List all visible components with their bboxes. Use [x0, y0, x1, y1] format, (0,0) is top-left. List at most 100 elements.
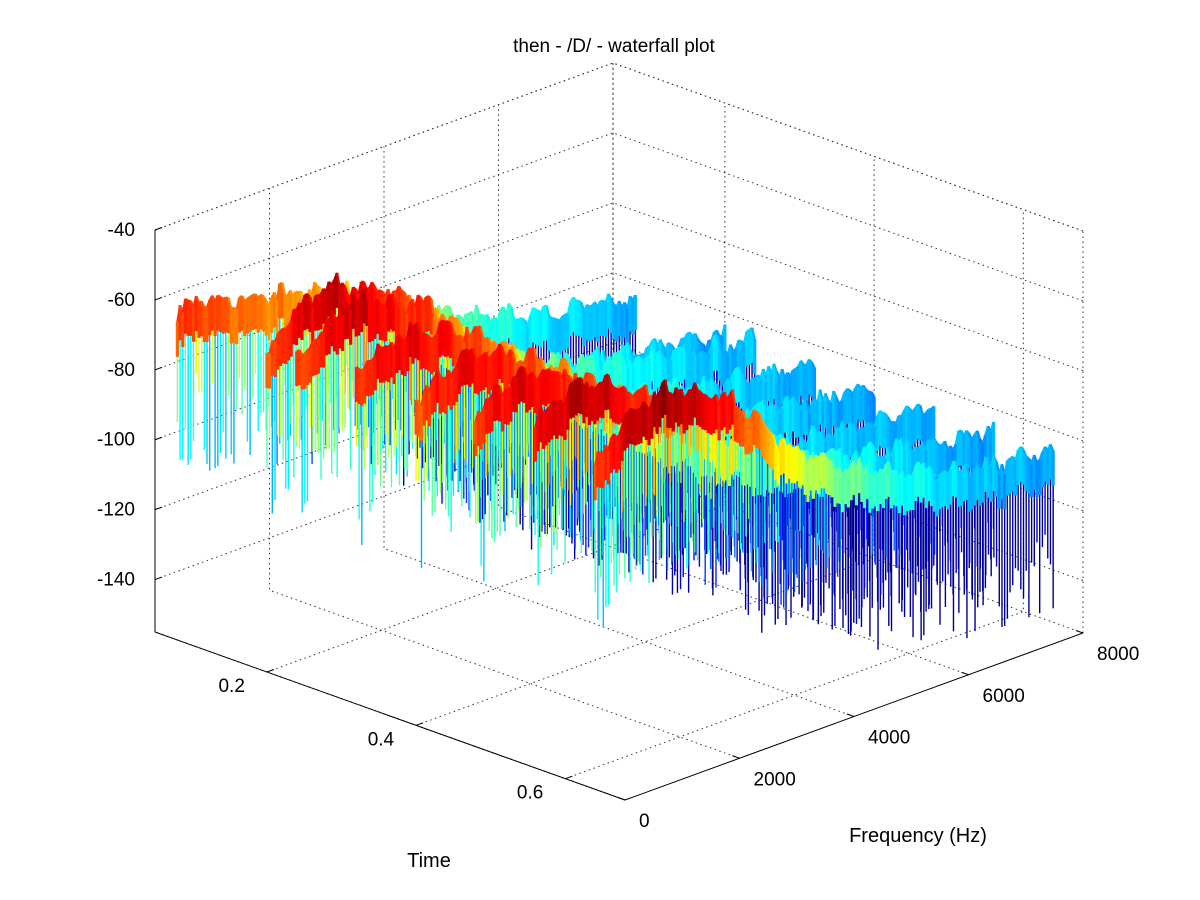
spectrum-ridge: [646, 345, 650, 349]
spectrum-ridge: [632, 357, 638, 368]
spectrum-ridge: [583, 304, 588, 312]
spectrum-ridge: [697, 338, 702, 344]
spectrum-ridge: [954, 430, 960, 445]
spectrum-ridge: [882, 463, 888, 474]
spectrum-ridge: [487, 354, 493, 360]
spectrum-ridge: [981, 434, 987, 444]
z-tick-label: -120: [97, 500, 135, 521]
spectrum-ridge: [474, 325, 479, 329]
spectrum-ridge: [513, 318, 518, 322]
spectrum-ridge: [801, 449, 807, 461]
spectrum-ridge: [249, 294, 254, 298]
spectrum-ridge: [911, 446, 917, 453]
spectrum-ridge: [357, 281, 363, 295]
spectrum-ridge: [678, 346, 683, 350]
spectrum-ridge: [588, 372, 592, 376]
spectrum-ridge: [754, 402, 760, 407]
x-tick-mark: [617, 797, 626, 801]
spectrum-ridge: [361, 367, 366, 372]
spectrum-ridge: [979, 466, 984, 472]
spectrum-ridge: [702, 351, 708, 356]
spectrum-ridge: [857, 426, 863, 436]
spectrum-ridge: [715, 329, 721, 337]
spectrum-ridge: [650, 391, 656, 404]
x-tick-mark: [1075, 630, 1084, 634]
spectrum-ridge: [868, 422, 873, 426]
spectrum-ridge: [531, 371, 537, 379]
spectrum-ridge: [311, 295, 317, 308]
spectrum-ridge: [316, 285, 321, 289]
spectrum-ridge: [989, 421, 995, 432]
spectrum-ridge: [613, 386, 617, 390]
spectrum-ridge: [535, 308, 539, 312]
spectrum-ridge: [512, 353, 517, 366]
spectrum-ridge: [768, 403, 773, 407]
spectrum-ridge: [458, 350, 463, 360]
spectrum-ridge: [907, 474, 911, 478]
spectrum-ridge: [814, 430, 819, 435]
spectrum-ridge: [846, 387, 851, 392]
spectrum-ridge: [738, 339, 742, 343]
spectrum-ridge: [632, 353, 637, 358]
spectrum-ridge: [335, 272, 341, 287]
spectrum-ridge: [904, 475, 909, 481]
spectrum-ridge: [792, 368, 797, 372]
spectrum-ridge: [442, 319, 446, 323]
spectrum-ridge: [516, 348, 522, 353]
spectrum-ridge: [390, 293, 395, 298]
z-tick-label: -140: [97, 570, 135, 591]
spectrum-ridge: [414, 294, 420, 308]
spectrum-ridge: [800, 436, 806, 444]
spectrum-ridge: [275, 283, 281, 300]
spectrum-ridge: [708, 339, 712, 342]
spectrum-ridge: [635, 408, 639, 412]
spectrum-ridge: [474, 410, 480, 422]
y-tick-label: 0.4: [368, 729, 395, 750]
spectrum-ridge: [702, 393, 706, 397]
spectrum-ridge: [890, 469, 896, 475]
spectrum-ridge: [833, 427, 838, 439]
spectrum-ridge: [1025, 455, 1030, 460]
spectrum-ridge: [290, 309, 295, 322]
spectrum-ridge: [638, 383, 643, 391]
spectrum-ridge: [1049, 443, 1055, 451]
spectrum-ridge: [341, 303, 347, 317]
spectrum-ridge: [556, 351, 562, 358]
spectrum-ridge: [670, 378, 676, 389]
spectrum-ridge: [882, 411, 886, 415]
spectrum-ridge: [548, 352, 554, 362]
spectrum-ridge: [643, 355, 648, 362]
x-tick-mark: [732, 755, 740, 759]
spectrum-ridge: [808, 400, 814, 414]
spectrum-ridge: [510, 307, 516, 320]
spectrum-ridge: [352, 286, 357, 290]
spectrum-ridge: [514, 348, 520, 359]
spectrum-ridge: [330, 279, 336, 285]
spectrum-ridge: [479, 325, 485, 338]
spectrum-ridge: [572, 296, 577, 302]
spectrum-ridge: [748, 416, 753, 421]
spectrum-ridge: [659, 351, 665, 359]
x-tick-mark: [961, 671, 969, 676]
spectrum-ridge: [217, 294, 222, 298]
spectrum-ridge: [976, 430, 982, 440]
spectrum-ridge: [219, 296, 224, 300]
spectrum-ridge: [341, 282, 346, 288]
spectrum-ridge: [843, 388, 849, 394]
spectrum-ridge: [567, 356, 573, 364]
spectrum-ridge: [615, 433, 621, 439]
spectrum-ridge: [866, 463, 872, 479]
spectrum-ridge: [943, 440, 949, 450]
spectrum-ridge: [838, 448, 844, 459]
spectrum-ridge: [507, 302, 513, 309]
spectrum-ridge: [862, 384, 867, 391]
z-tick-label: -40: [108, 220, 135, 241]
z-tick-mark: [154, 436, 163, 441]
spectrum-ridge: [610, 298, 615, 305]
spectrum-ridge: [644, 384, 650, 399]
spectrum-ridge: [492, 316, 496, 320]
spectrum-ridge: [715, 335, 721, 346]
spectrum-ridge: [771, 434, 777, 446]
spectrum-ridge: [732, 367, 738, 374]
spectrum-ridge: [516, 317, 520, 321]
